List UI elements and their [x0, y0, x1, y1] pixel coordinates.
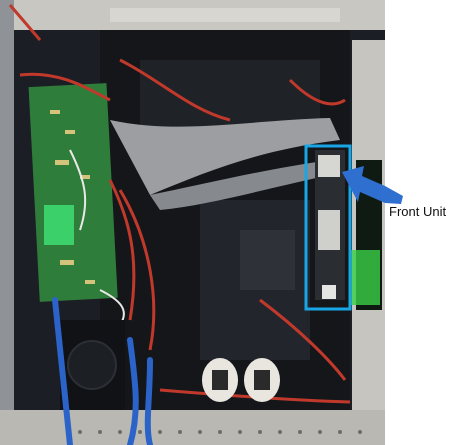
front-unit-connector-mid — [318, 210, 340, 250]
terminal-block — [44, 205, 74, 245]
front-unit-highlight — [304, 144, 352, 311]
front-unit-connector-top — [318, 155, 340, 177]
board-components — [50, 110, 95, 284]
heatsink-block — [240, 230, 295, 290]
photo-drawing — [0, 0, 385, 445]
red-wires — [8, 4, 351, 404]
blue-probe-cables — [52, 297, 153, 445]
bottom-panel — [0, 410, 385, 445]
fan-rotor — [67, 340, 117, 390]
front-unit-arrow-tail — [385, 186, 403, 204]
front-unit-arrow — [342, 166, 385, 203]
top-panel-strip — [110, 8, 340, 22]
upper-board — [140, 60, 320, 130]
ribbon-cable-lower — [150, 160, 330, 210]
capacitor-left-top — [212, 370, 228, 390]
green-light — [350, 250, 380, 305]
circuit-board — [28, 83, 118, 302]
bottom-panel-holes — [78, 430, 362, 434]
capacitor-right-top — [254, 370, 270, 390]
equipment-photo — [0, 0, 385, 445]
left-rail — [0, 0, 14, 445]
front-unit-label: Front Unit — [389, 204, 447, 219]
front-unit-connector-bottom — [322, 285, 336, 299]
ribbon-cable — [110, 118, 340, 195]
